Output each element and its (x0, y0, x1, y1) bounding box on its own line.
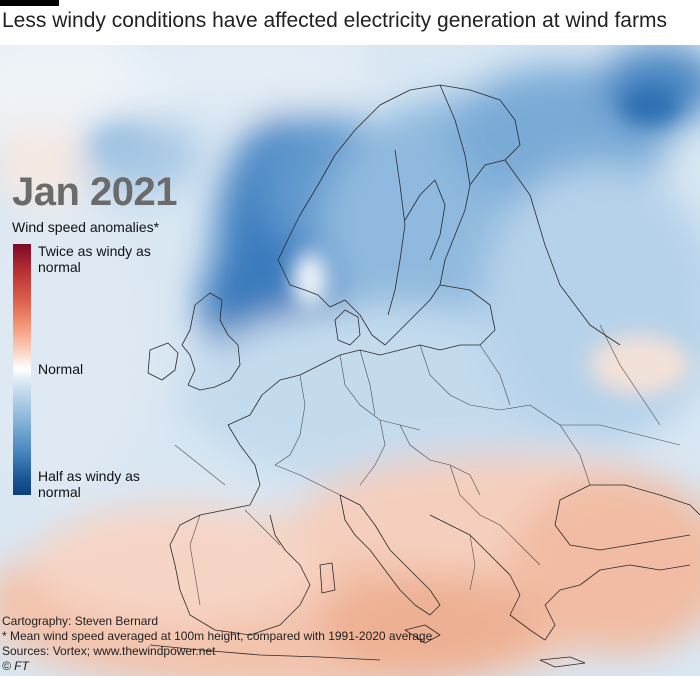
anomaly-map (0, 45, 700, 676)
legend-label-twice: Twice as windy as normal (38, 243, 151, 275)
footer-credit: Cartography: Steven Bernard (2, 614, 159, 628)
headline: Less windy conditions have affected elec… (2, 9, 667, 32)
country-borders (174, 324, 681, 606)
anomaly-field (0, 45, 700, 676)
brand-bar (0, 0, 59, 6)
legend-color-scale (13, 244, 31, 495)
period-label: Jan 2021 (12, 170, 178, 214)
legend-title: Wind speed anomalies* (12, 219, 160, 235)
legend-label-normal: Normal (38, 361, 84, 377)
footer-copyright: © FT (2, 659, 29, 673)
footer-note: * Mean wind speed averaged at 100m heigh… (2, 629, 433, 643)
legend-label-half: Half as windy as normal (38, 468, 140, 500)
footer-sources: Sources: Vortex; www.thewindpower.net (2, 644, 216, 658)
coastlines (147, 84, 700, 668)
anomaly-detail (92, 85, 690, 395)
